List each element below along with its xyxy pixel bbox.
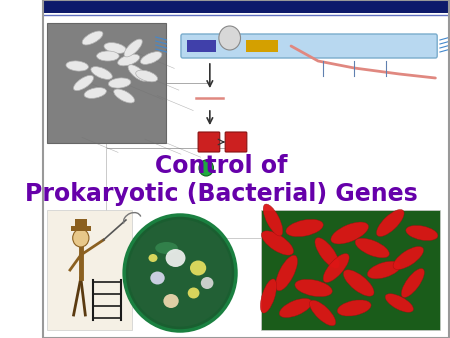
FancyBboxPatch shape [181, 34, 437, 58]
Ellipse shape [166, 249, 185, 267]
Ellipse shape [188, 288, 199, 298]
Ellipse shape [355, 238, 389, 258]
Ellipse shape [84, 88, 106, 98]
Ellipse shape [190, 261, 206, 275]
Circle shape [219, 26, 240, 50]
Ellipse shape [295, 279, 332, 297]
Ellipse shape [97, 51, 119, 61]
Ellipse shape [201, 277, 213, 289]
Ellipse shape [140, 52, 162, 64]
Bar [46, 23, 166, 143]
Ellipse shape [73, 75, 94, 91]
Ellipse shape [263, 204, 283, 236]
Bar [187, 40, 216, 52]
Ellipse shape [108, 78, 131, 88]
Ellipse shape [310, 300, 336, 326]
Ellipse shape [150, 271, 165, 285]
Ellipse shape [385, 294, 414, 312]
Ellipse shape [331, 222, 369, 244]
Ellipse shape [393, 246, 423, 269]
Bar [261, 210, 440, 330]
Ellipse shape [136, 70, 158, 82]
Text: Prokaryotic (Bacterial) Genes: Prokaryotic (Bacterial) Genes [25, 182, 418, 206]
Ellipse shape [315, 238, 339, 268]
Ellipse shape [148, 254, 157, 262]
Ellipse shape [343, 270, 374, 296]
Ellipse shape [91, 67, 112, 79]
Ellipse shape [261, 279, 277, 313]
Ellipse shape [286, 219, 323, 237]
Ellipse shape [377, 210, 404, 237]
Ellipse shape [124, 215, 236, 331]
Ellipse shape [128, 219, 232, 327]
Ellipse shape [163, 294, 179, 308]
FancyBboxPatch shape [198, 132, 220, 152]
Ellipse shape [401, 268, 424, 297]
Ellipse shape [155, 242, 178, 254]
Bar [43, 0, 449, 13]
Bar [71, 226, 91, 231]
Ellipse shape [279, 298, 312, 318]
Ellipse shape [82, 31, 103, 45]
Circle shape [199, 160, 213, 176]
Ellipse shape [261, 231, 293, 255]
Bar [75, 219, 87, 226]
Ellipse shape [275, 255, 297, 291]
Ellipse shape [66, 61, 89, 71]
Ellipse shape [124, 39, 142, 57]
Ellipse shape [128, 65, 147, 81]
Ellipse shape [406, 225, 438, 241]
FancyBboxPatch shape [225, 132, 247, 152]
Bar [246, 40, 278, 52]
Ellipse shape [114, 89, 135, 103]
Ellipse shape [118, 54, 140, 66]
Bar [46, 210, 132, 330]
Ellipse shape [104, 43, 126, 53]
Ellipse shape [337, 300, 371, 316]
Ellipse shape [367, 261, 400, 279]
Ellipse shape [323, 254, 349, 283]
Circle shape [73, 229, 89, 247]
Text: Control of: Control of [155, 154, 288, 178]
